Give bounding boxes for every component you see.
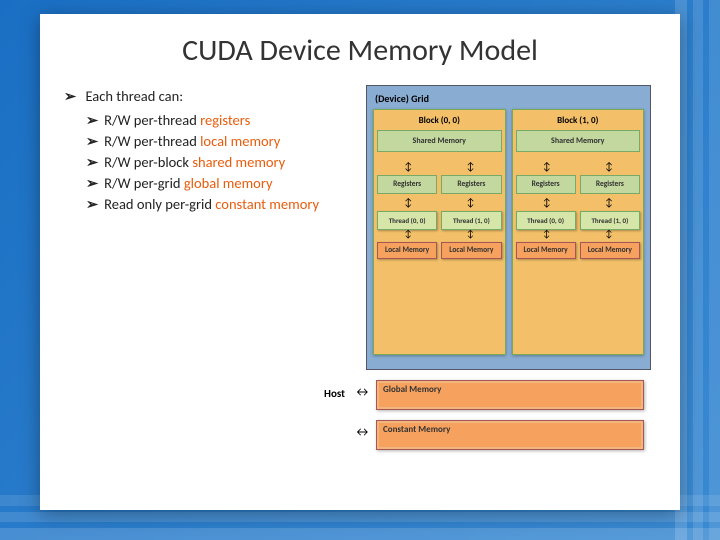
local-memory-box: Local Memory: [441, 242, 501, 259]
registers-box: Registers: [580, 175, 640, 194]
local-memory-box: Local Memory: [377, 242, 437, 259]
registers-box: Registers: [516, 175, 576, 194]
bullet-keyword: registers: [200, 111, 250, 129]
bullet-keyword: local memory: [200, 132, 280, 150]
bullet-item: ➢ R/W per-thread local memory: [86, 132, 374, 150]
cuda-block: Block (0, 0) Shared Memory ↕↕RegistersRegi…: [373, 109, 506, 355]
bullet-header: ➢ Each thread can:: [64, 87, 374, 105]
bullet-text: R/W per-thread: [104, 132, 200, 150]
slide-title: CUDA Device Memory Model: [64, 32, 656, 69]
bullet-header-text: Each thread can:: [85, 87, 183, 105]
bullet-arrow-icon: ➢: [86, 132, 98, 150]
bullet-arrow-icon: ➢: [86, 111, 98, 129]
device-grid: (Device) Grid Block (0, 0) Shared Memory ↕…: [366, 85, 651, 370]
arrow-row: ↕↕: [377, 194, 502, 211]
bullet-list: ➢ Each thread can: ➢ R/W per-thread regis…: [64, 85, 374, 216]
bullet-item: ➢ R/W per-grid global memory: [86, 174, 374, 192]
bullet-item: ➢ R/W per-block shared memory: [86, 153, 374, 171]
memory-diagram: (Device) Grid Block (0, 0) Shared Memory ↕…: [336, 85, 656, 485]
bullet-arrow-icon: ➢: [86, 195, 98, 213]
arrow-row: ↕↕: [516, 194, 641, 211]
host-label: Host: [324, 387, 345, 400]
bullet-arrow-icon: ➢: [64, 87, 76, 105]
registers-box: Registers: [441, 175, 501, 194]
bullet-item: ➢ R/W per-thread registers: [86, 111, 374, 129]
shared-memory-box: Shared Memory: [516, 130, 641, 152]
bullet-keyword: global memory: [184, 174, 273, 192]
arrow-row: ↕↕: [377, 158, 502, 175]
block-title: Block (0, 0): [377, 115, 502, 126]
grid-title: (Device) Grid: [375, 92, 642, 105]
slide-body: ➢ Each thread can: ➢ R/W per-thread regis…: [64, 85, 656, 485]
bullet-text: R/W per-grid: [104, 174, 184, 192]
bullet-text: Read only per-grid: [104, 195, 215, 213]
slide-card: CUDA Device Memory Model ➢ Each thread c…: [40, 14, 680, 510]
global-memory-box: Global Memory: [376, 380, 644, 410]
constant-memory-box: Constant Memory: [376, 420, 644, 450]
bullet-text: R/W per-block: [104, 153, 192, 171]
bullet-arrow-icon: ➢: [86, 174, 98, 192]
bullet-keyword: shared memory: [192, 153, 285, 171]
bullet-keyword: constant memory: [215, 195, 319, 213]
host-arrow-icon: ↔: [354, 385, 371, 400]
local-memory-box: Local Memory: [580, 242, 640, 259]
bullet-arrow-icon: ➢: [86, 153, 98, 171]
block-title: Block (1, 0): [516, 115, 641, 126]
local-memory-box: Local Memory: [516, 242, 576, 259]
registers-box: Registers: [377, 175, 437, 194]
arrow-row: ↕↕: [516, 158, 641, 175]
cuda-block: Block (1, 0) Shared Memory ↕↕RegistersRegi…: [512, 109, 645, 355]
bullet-text: R/W per-thread: [104, 111, 200, 129]
host-arrow-icon: ↔: [354, 425, 371, 440]
bullet-item: ➢ Read only per-grid constant memory: [86, 195, 374, 213]
shared-memory-box: Shared Memory: [377, 130, 502, 152]
